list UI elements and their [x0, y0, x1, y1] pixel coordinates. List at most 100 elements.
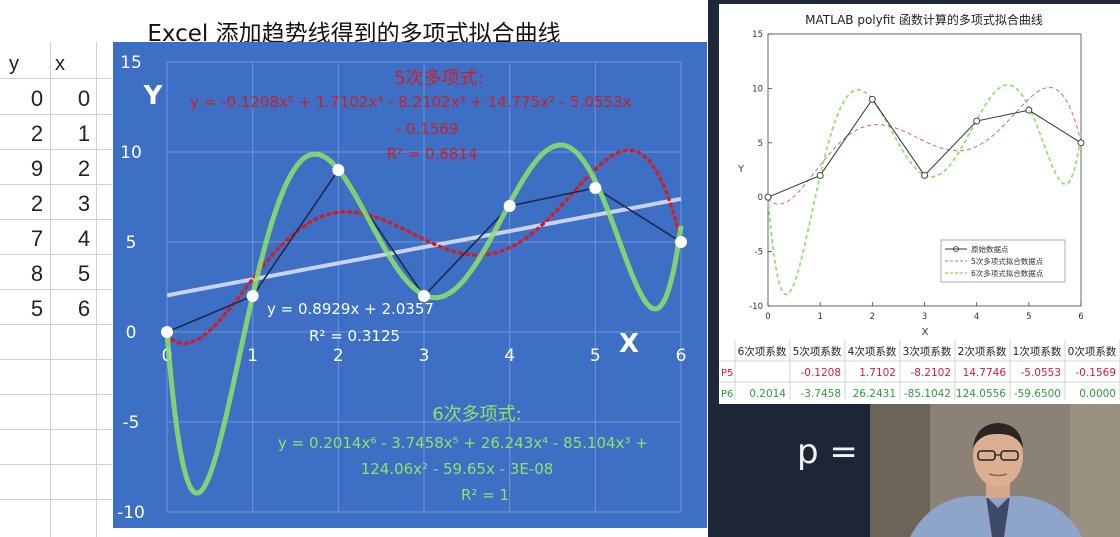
legend-item-poly5: 5次多项式拟合数据点	[971, 256, 1044, 266]
x-tick-label: 4	[504, 346, 515, 366]
data-point	[418, 290, 430, 302]
coef-header: 0次项系数	[1068, 345, 1117, 358]
sheet-cell-y[interactable]: 2	[30, 121, 44, 146]
matlab-data-point	[816, 171, 824, 179]
data-point	[503, 200, 516, 212]
coef-cell: 14.7746	[963, 367, 1007, 379]
poly6-r2: R² = 1	[461, 486, 509, 504]
matlab-x-tick-label: 2	[870, 312, 875, 322]
x-tick-label: 6	[676, 346, 687, 366]
matlab-ylabel: Y	[737, 164, 745, 175]
linear-r2: R² = 0.3125	[309, 327, 400, 345]
matlab-poly5-curve	[767, 87, 1082, 205]
matlab-title: MATLAB polyfit 函数计算的多项式拟合曲线	[805, 12, 1043, 27]
y-tick-label: -5	[123, 413, 140, 433]
coef-cell: -0.1569	[1075, 367, 1116, 379]
matlab-data-point	[1025, 106, 1033, 114]
linear-equation: y = 0.8929x + 2.0357	[267, 300, 434, 318]
coef-cell: -8.2102	[910, 367, 951, 379]
coef-row-label: P5	[721, 368, 733, 379]
sheet-cell-x[interactable]: 0	[77, 86, 91, 111]
data-point	[246, 290, 259, 302]
matlab-data-point	[921, 171, 928, 179]
coef-cell: 1.7102	[859, 367, 896, 379]
sheet-cell-y[interactable]: 5	[30, 296, 44, 321]
poly5-equation-line1: y = -0.1208x⁵ + 1.7102x⁴ - 8.2102x³ + 14…	[190, 93, 631, 111]
matlab-x-tick-label: 6	[1078, 312, 1083, 322]
x-axis-letter: X	[619, 329, 639, 359]
presenter-webcam	[870, 404, 1120, 537]
sheet-cell-x[interactable]: 2	[77, 156, 91, 181]
coef-cell: 0.2014	[749, 388, 786, 400]
spreadsheet	[0, 42, 112, 537]
matlab-chart: MATLAB polyfit 函数计算的多项式拟合曲线 -10-50510150…	[737, 12, 1085, 338]
coef-header: 1次项系数	[1013, 345, 1062, 358]
sheet-cell-x[interactable]: 1	[77, 121, 91, 146]
coef-row-label: P6	[721, 389, 733, 400]
poly6-equation-line1: y = 0.2014x⁶ - 3.7458x⁵ + 26.243x⁴ - 85.…	[278, 434, 648, 452]
matlab-y-tick-label: 15	[752, 30, 763, 40]
data-point	[675, 236, 687, 248]
coef-cell: -0.1208	[800, 367, 841, 379]
legend-item-poly6: 6次多项式拟合数据点	[971, 268, 1044, 278]
matlab-x-tick-label: 3	[922, 312, 927, 322]
data-point	[161, 326, 173, 338]
sheet-cell-y[interactable]: 0	[30, 86, 44, 111]
matlab-data-point	[868, 95, 876, 103]
sheet-cell-x[interactable]: 5	[77, 261, 91, 286]
y-tick-label: 0	[126, 323, 137, 343]
y-tick-label: 10	[120, 143, 142, 163]
sheet-cell-y[interactable]: 8	[30, 261, 44, 286]
y-axis-letter: Y	[143, 81, 164, 111]
data-point	[332, 164, 345, 176]
linear-trendline	[166, 196, 682, 298]
y-tick-label: 15	[120, 53, 142, 73]
sheet-cell-y[interactable]: 2	[30, 191, 44, 216]
coef-cell: -59.6500	[1014, 388, 1061, 400]
matlab-y-tick-label: 10	[752, 84, 763, 94]
coefficient-table: 6次项系数 5次项系数 4次项系数 3次项系数 2次项系数 1次项系数 0次项系数 P5 -0.…	[719, 340, 1120, 404]
sheet-cell-x[interactable]: 3	[77, 191, 91, 216]
matlab-raw-line	[767, 98, 1082, 198]
poly5-r2: R² = 0.6814	[386, 145, 477, 163]
coef-cell: 124.0556	[956, 388, 1006, 400]
coef-header: 5次项系数	[793, 345, 842, 358]
matlab-x-tick-label: 4	[974, 312, 979, 322]
sheet-header-y: y	[9, 53, 19, 75]
coef-cell: -5.0553	[1020, 367, 1061, 379]
data-point	[589, 182, 602, 194]
x-tick-label: 5	[590, 346, 601, 366]
matlab-y-tick-label: -5	[755, 248, 763, 258]
coef-header: 2次项系数	[958, 345, 1007, 358]
coef-cell: 0.0000	[1079, 388, 1116, 400]
sheet-cell-y[interactable]: 7	[30, 226, 44, 251]
poly5-trendline	[165, 148, 683, 346]
overlay-p-text: p =	[797, 432, 858, 472]
coef-cell: -3.7458	[800, 388, 841, 400]
poly5-title: 5次多项式:	[394, 68, 484, 89]
coef-cell: 26.2431	[853, 388, 896, 400]
matlab-x-tick-label: 0	[765, 312, 770, 322]
legend-item-raw: 原始数据点	[971, 244, 1009, 254]
sheet-cell-x[interactable]: 6	[77, 296, 91, 321]
matlab-y-tick-label: 0	[758, 193, 763, 203]
matlab-y-tick-label: 5	[758, 139, 763, 149]
matlab-figure: MATLAB polyfit 函数计算的多项式拟合曲线 -10 -5 0 5 10 15 0…	[719, 4, 1120, 404]
y-tick-label: 5	[126, 233, 137, 253]
coef-cell: -85.1042	[904, 388, 951, 400]
sheet-header-x: x	[55, 53, 65, 75]
matlab-legend: 原始数据点 5次多项式拟合数据点 6次多项式拟合数据点	[940, 239, 1066, 283]
x-tick-label: 1	[247, 346, 258, 366]
matlab-data-point	[764, 193, 772, 201]
matlab-y-tick-label: -10	[749, 302, 763, 312]
sheet-cell-y[interactable]: 9	[30, 156, 44, 181]
coef-header: 4次项系数	[848, 345, 897, 358]
poly5-equation-line2: - 0.1569	[396, 120, 459, 138]
matlab-x-tick-label: 1	[817, 312, 822, 322]
matlab-data-point	[1077, 139, 1085, 147]
sheet-cell-x[interactable]: 4	[77, 226, 91, 251]
matlab-x-tick-label: 5	[1026, 312, 1031, 322]
matlab-data-point	[973, 117, 981, 125]
